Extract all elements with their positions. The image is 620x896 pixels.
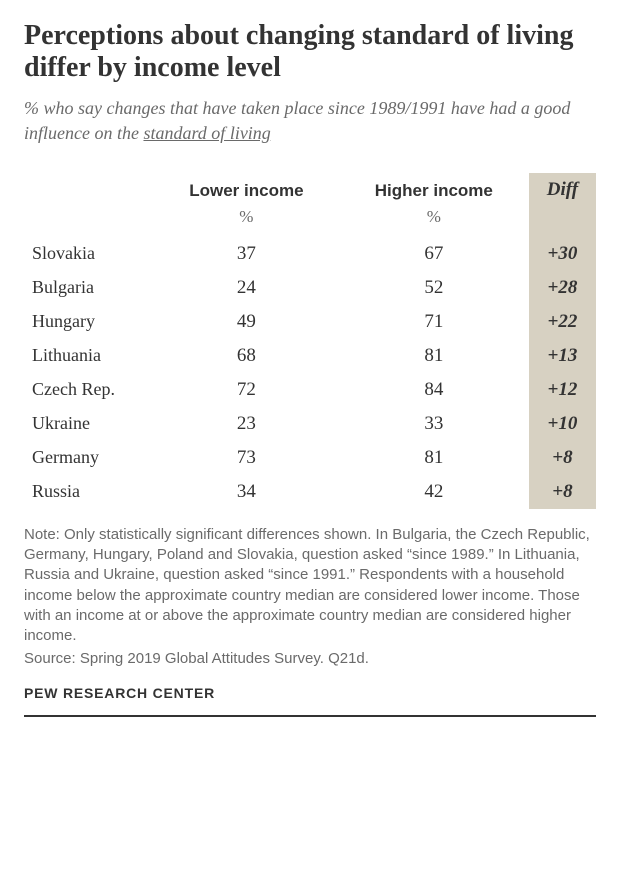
lower-cell: 34 [154, 475, 339, 509]
lower-cell: 24 [154, 271, 339, 305]
col-header-higher: Higher income [339, 173, 529, 207]
lower-cell: 68 [154, 339, 339, 373]
note-text: Note: Only statistically significant dif… [24, 525, 596, 647]
country-cell: Hungary [24, 305, 154, 339]
lower-cell: 49 [154, 305, 339, 339]
table-row: Lithuania 68 81 +13 [24, 339, 596, 373]
table-body: Slovakia 37 67 +30 Bulgaria 24 52 +28 Hu… [24, 237, 596, 509]
lower-cell: 23 [154, 407, 339, 441]
col-header-country [24, 173, 154, 207]
diff-cell: +8 [529, 475, 596, 509]
pct-label-lower: % [154, 207, 339, 237]
logo-text: PEW RESEARCH CENTER [24, 685, 596, 701]
higher-cell: 81 [339, 339, 529, 373]
country-cell: Germany [24, 441, 154, 475]
country-cell: Lithuania [24, 339, 154, 373]
lower-cell: 37 [154, 237, 339, 271]
table-row: Czech Rep. 72 84 +12 [24, 373, 596, 407]
diff-cell: +22 [529, 305, 596, 339]
diff-cell: +8 [529, 441, 596, 475]
table-row: Bulgaria 24 52 +28 [24, 271, 596, 305]
diff-cell: +28 [529, 271, 596, 305]
subtitle: % who say changes that have taken place … [24, 96, 596, 145]
diff-cell: +12 [529, 373, 596, 407]
higher-cell: 33 [339, 407, 529, 441]
diff-cell: +10 [529, 407, 596, 441]
subtitle-underlined: standard of living [143, 123, 270, 143]
higher-cell: 71 [339, 305, 529, 339]
higher-cell: 81 [339, 441, 529, 475]
table-row: Russia 34 42 +8 [24, 475, 596, 509]
pct-label-diff [529, 207, 596, 237]
table-row: Slovakia 37 67 +30 [24, 237, 596, 271]
col-header-lower: Lower income [154, 173, 339, 207]
table-row: Germany 73 81 +8 [24, 441, 596, 475]
higher-cell: 52 [339, 271, 529, 305]
lower-cell: 72 [154, 373, 339, 407]
higher-cell: 42 [339, 475, 529, 509]
source-text: Source: Spring 2019 Global Attitudes Sur… [24, 650, 596, 667]
pct-label-higher: % [339, 207, 529, 237]
lower-cell: 73 [154, 441, 339, 475]
diff-cell: +13 [529, 339, 596, 373]
table-row: Ukraine 23 33 +10 [24, 407, 596, 441]
higher-cell: 84 [339, 373, 529, 407]
table-row: Hungary 49 71 +22 [24, 305, 596, 339]
country-cell: Ukraine [24, 407, 154, 441]
bottom-rule [24, 715, 596, 717]
country-cell: Czech Rep. [24, 373, 154, 407]
page-title: Perceptions about changing standard of l… [24, 20, 596, 84]
country-cell: Slovakia [24, 237, 154, 271]
pct-spacer [24, 207, 154, 237]
higher-cell: 67 [339, 237, 529, 271]
country-cell: Bulgaria [24, 271, 154, 305]
country-cell: Russia [24, 475, 154, 509]
subtitle-prefix: % who say changes that have taken place … [24, 98, 570, 142]
col-header-diff: Diff [529, 173, 596, 207]
data-table: Lower income Higher income Diff % % Slov… [24, 173, 596, 509]
diff-cell: +30 [529, 237, 596, 271]
